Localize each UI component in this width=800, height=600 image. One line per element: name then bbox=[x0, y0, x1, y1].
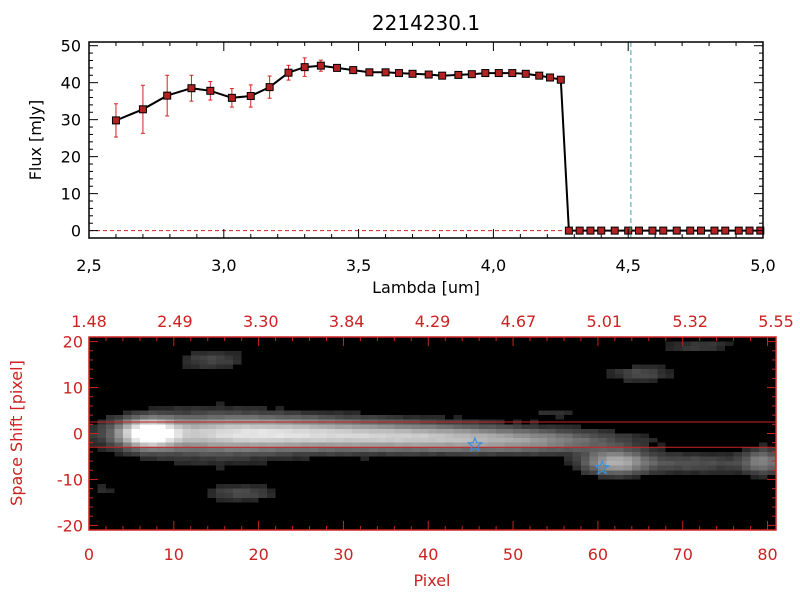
data-point bbox=[494, 69, 503, 78]
data-point bbox=[246, 91, 255, 100]
star-marker bbox=[593, 459, 611, 475]
data-point bbox=[521, 69, 530, 78]
data-point bbox=[300, 63, 309, 72]
data-point bbox=[575, 226, 584, 235]
y-tick-label: 40 bbox=[61, 74, 81, 93]
x-tick-label: 5,0 bbox=[750, 256, 775, 275]
data-point bbox=[206, 86, 215, 95]
shift-tick-label: 20 bbox=[63, 333, 83, 352]
data-point bbox=[265, 83, 274, 92]
spectrum-plot: 2,5 3,0 3,5 4,0 4,5 5,0 0 10 20 30 40 50 bbox=[61, 37, 776, 275]
x-tick-label: 2,5 bbox=[76, 256, 101, 275]
spectrum-plot-frame bbox=[88, 41, 764, 239]
data-point bbox=[508, 69, 517, 78]
data-point bbox=[745, 226, 754, 235]
image-axis-ticks: 0 10 20 30 40 50 60 70 80 1.48 2.49 3.30 3.84 4.29 4.6… bbox=[57, 312, 794, 564]
pixel-tick-label: 0 bbox=[84, 545, 94, 564]
y-tick-label: 50 bbox=[61, 37, 81, 56]
data-point bbox=[424, 70, 433, 79]
spectrum-x-axis-label: Lambda [um] bbox=[372, 278, 480, 297]
data-point bbox=[349, 66, 358, 75]
data-point bbox=[284, 68, 293, 77]
data-point bbox=[227, 93, 236, 102]
wavelength-tick-label: 3.84 bbox=[329, 312, 365, 331]
data-point bbox=[546, 73, 555, 82]
data-point bbox=[138, 105, 147, 114]
data-point bbox=[610, 226, 619, 235]
data-point bbox=[556, 75, 565, 84]
data-point bbox=[316, 61, 325, 70]
data-point bbox=[564, 226, 573, 235]
wavelength-tick-label: 5.01 bbox=[586, 312, 622, 331]
shift-tick-label: -10 bbox=[57, 470, 83, 489]
data-point bbox=[333, 63, 342, 72]
data-point bbox=[467, 70, 476, 79]
data-point bbox=[438, 71, 447, 80]
y-tick-label: 10 bbox=[61, 185, 81, 204]
data-point bbox=[672, 226, 681, 235]
y-tick-label: 30 bbox=[61, 111, 81, 130]
data-point bbox=[696, 226, 705, 235]
data-point bbox=[535, 71, 544, 80]
wavelength-tick-label: 3.30 bbox=[243, 312, 279, 331]
shift-tick-label: 10 bbox=[63, 379, 83, 398]
data-point bbox=[648, 226, 657, 235]
data-point bbox=[659, 226, 668, 235]
x-tick-label: 3,0 bbox=[211, 256, 236, 275]
data-point bbox=[734, 226, 743, 235]
data-point bbox=[163, 91, 172, 100]
spectrum-series bbox=[89, 57, 765, 235]
data-point bbox=[381, 68, 390, 77]
star-marker bbox=[466, 436, 484, 453]
data-point bbox=[481, 69, 490, 78]
pixel-tick-label: 40 bbox=[418, 545, 438, 564]
data-point bbox=[686, 226, 695, 235]
pixel-tick-label: 70 bbox=[673, 545, 693, 564]
chart-title: 2214230.1 bbox=[372, 11, 480, 35]
x-tick-label: 3,5 bbox=[346, 256, 371, 275]
data-point bbox=[634, 226, 643, 235]
image-overlays bbox=[89, 421, 776, 475]
y-tick-label: 20 bbox=[61, 148, 81, 167]
pixel-tick-label: 50 bbox=[503, 545, 523, 564]
data-point bbox=[721, 226, 730, 235]
data-point bbox=[187, 84, 196, 93]
shift-tick-label: -20 bbox=[57, 516, 83, 535]
pixel-tick-label: 80 bbox=[757, 545, 777, 564]
data-point bbox=[597, 226, 606, 235]
spectral-image-plot: 0 10 20 30 40 50 60 70 80 1.48 2.49 3.30 3.84 4.29 4.6… bbox=[57, 312, 794, 564]
wavelength-tick-label: 1.48 bbox=[71, 312, 107, 331]
x-tick-label: 4,0 bbox=[481, 256, 506, 275]
spectrum-y-axis-label: Flux [mJy] bbox=[26, 100, 45, 181]
shift-tick-label: 0 bbox=[73, 425, 83, 444]
data-point bbox=[586, 226, 595, 235]
wavelength-tick-label: 5.32 bbox=[672, 312, 708, 331]
image-y-axis-label: Space Shift [pixel] bbox=[7, 360, 26, 506]
pixel-tick-label: 20 bbox=[248, 545, 268, 564]
wavelength-tick-label: 5.55 bbox=[758, 312, 794, 331]
pixel-tick-label: 10 bbox=[164, 545, 184, 564]
data-point bbox=[111, 116, 120, 125]
x-tick-label: 4,5 bbox=[615, 256, 640, 275]
y-tick-label: 0 bbox=[71, 222, 81, 241]
wavelength-tick-label: 4.29 bbox=[415, 312, 451, 331]
image-x-axis-label: Pixel bbox=[413, 571, 450, 590]
spectral-image bbox=[89, 337, 776, 530]
data-point bbox=[395, 69, 404, 78]
spectrum-axis-ticks: 2,5 3,0 3,5 4,0 4,5 5,0 0 10 20 30 40 50 bbox=[61, 37, 776, 275]
wavelength-tick-label: 4.67 bbox=[501, 312, 537, 331]
pixel-tick-label: 60 bbox=[588, 545, 608, 564]
wavelength-tick-label: 2.49 bbox=[157, 312, 193, 331]
pixel-tick-label: 30 bbox=[333, 545, 353, 564]
data-point bbox=[365, 68, 374, 77]
data-point bbox=[454, 70, 463, 79]
data-point bbox=[710, 226, 719, 235]
data-point bbox=[408, 69, 417, 78]
